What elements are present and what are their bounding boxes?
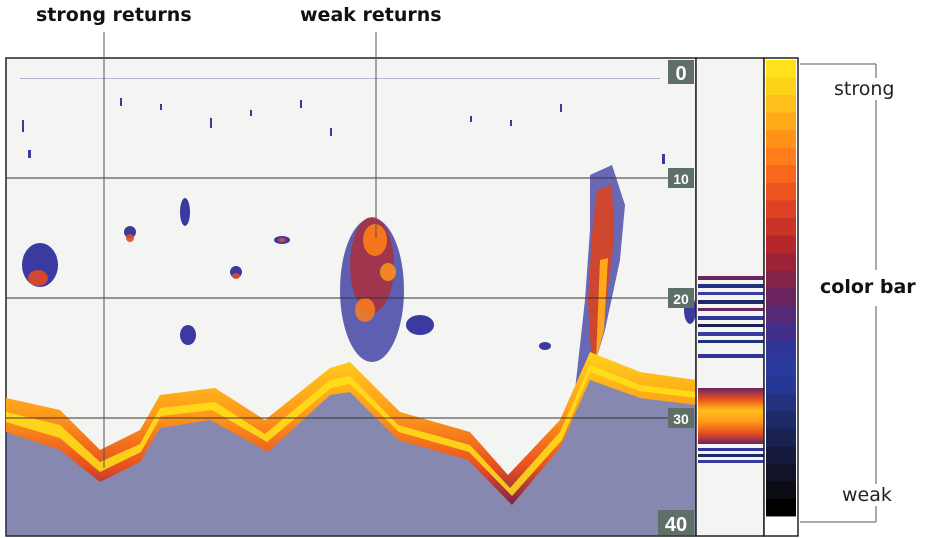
structure-column [575, 165, 625, 390]
color-bar-swatch [766, 446, 796, 465]
color-bar-swatch [766, 77, 796, 96]
intensity-strip-stripes [698, 276, 764, 463]
color-bar-swatch [766, 358, 796, 377]
intensity-strip-bottom-signal [698, 388, 764, 444]
weak-returns-label: weak returns [300, 4, 442, 26]
color-bar-swatch [766, 305, 796, 324]
color-bar-swatch [766, 516, 796, 535]
svg-text:0: 0 [675, 63, 686, 85]
color-bar-swatch [766, 182, 796, 202]
color-bar-swatch [766, 428, 796, 447]
color-bar-swatches [766, 60, 796, 535]
color-bar-swatch [766, 200, 796, 219]
color-bar-swatch [766, 323, 796, 342]
color-bar-strong-label: strong [834, 78, 895, 100]
color-bar-swatch [766, 463, 796, 482]
weak-return-clusters [22, 198, 696, 350]
color-bar-swatch [766, 411, 796, 430]
color-bar-swatch [766, 130, 796, 149]
depth-marker-0: 0 [668, 60, 694, 85]
color-bar-swatch [766, 288, 796, 307]
color-bar-swatch [766, 253, 796, 272]
depth-marker-30: 30 [668, 408, 694, 428]
color-bar-swatch [766, 60, 796, 79]
color-bar-swatch [766, 112, 796, 131]
color-bar-title: color bar [820, 276, 916, 298]
color-bar-swatch [766, 481, 796, 500]
svg-text:30: 30 [673, 411, 689, 427]
color-bar-swatch [766, 165, 796, 184]
color-bar-swatch [766, 498, 796, 518]
strong-returns-label: strong returns [36, 4, 192, 26]
color-bar-swatch [766, 340, 796, 360]
color-bar-swatch [766, 147, 796, 166]
color-bar-swatch [766, 270, 796, 289]
color-bar-swatch [766, 95, 796, 114]
depth-gridlines [6, 177, 668, 419]
side-strip-panel [695, 57, 765, 537]
weak-return-column [340, 217, 404, 362]
depth-marker-40: 40 [658, 510, 694, 536]
color-bar-swatch [766, 235, 796, 254]
color-bar-swatch [766, 393, 796, 412]
svg-text:20: 20 [673, 291, 689, 307]
svg-text:40: 40 [665, 514, 687, 536]
bottom-return-band [6, 352, 696, 536]
depth-marker-20: 20 [668, 288, 694, 308]
surface-clutter [20, 78, 665, 164]
svg-text:10: 10 [673, 171, 689, 187]
color-bar-swatch [766, 376, 796, 395]
depth-marker-10: 10 [668, 168, 694, 188]
color-bar-weak-label: weak [842, 484, 892, 506]
color-bar-swatch [766, 218, 796, 237]
